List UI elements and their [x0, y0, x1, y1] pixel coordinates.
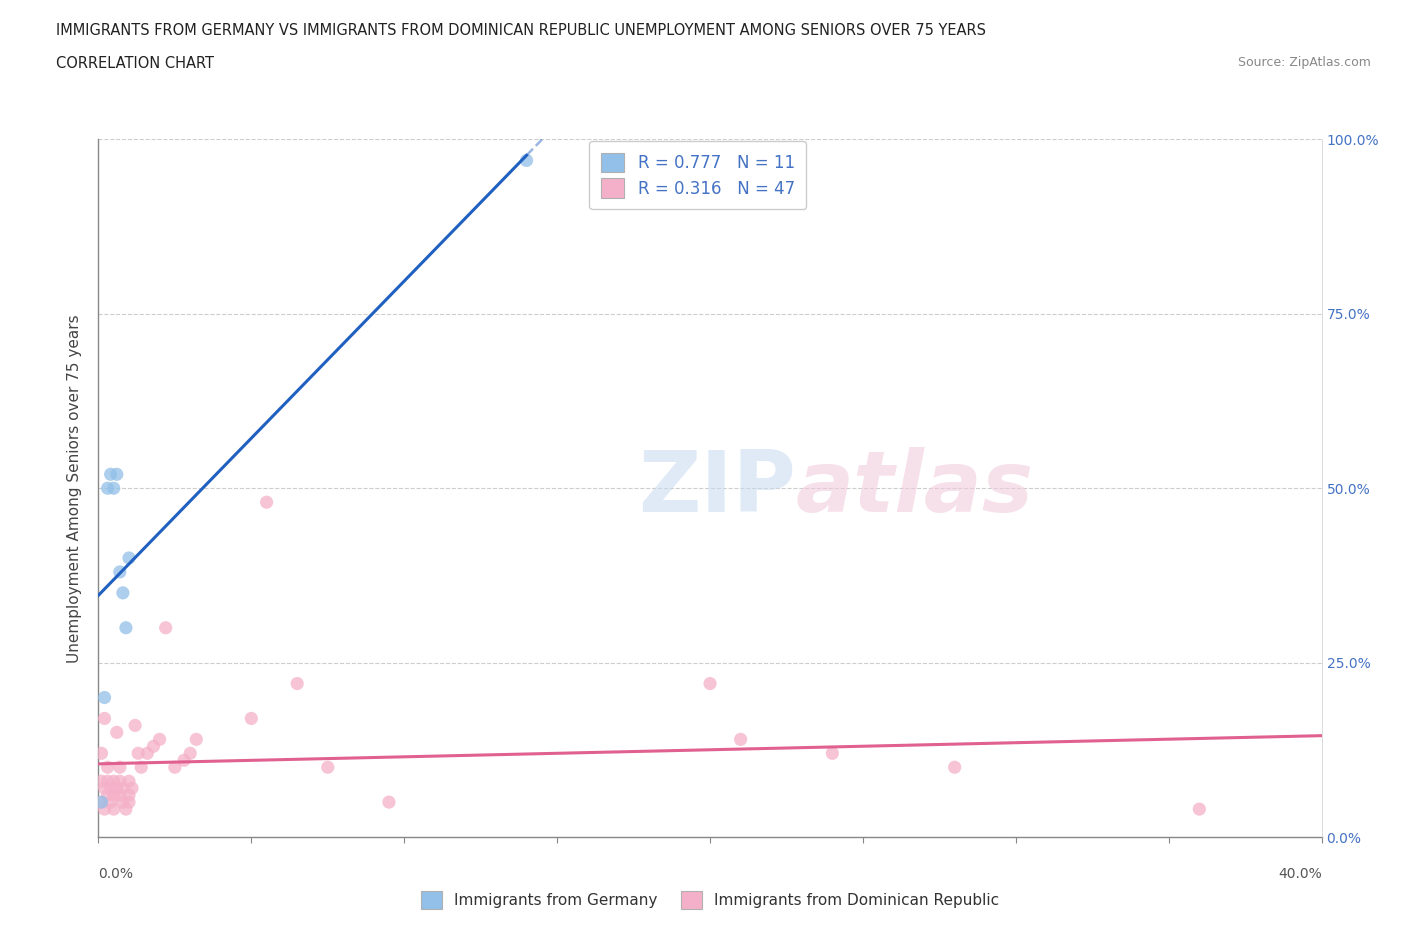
- Point: [90, 774, 112, 789]
- Point: [111, 781, 134, 796]
- Point: [378, 794, 401, 809]
- Point: [90, 794, 112, 809]
- Point: [118, 551, 141, 565]
- Point: [93, 690, 115, 705]
- Point: [108, 788, 131, 803]
- Point: [100, 467, 122, 482]
- Point: [115, 620, 138, 635]
- Point: [129, 760, 152, 775]
- Point: [111, 794, 134, 809]
- Point: [118, 788, 141, 803]
- Point: [90, 794, 112, 809]
- Point: [163, 760, 186, 775]
- Text: 40.0%: 40.0%: [1278, 867, 1322, 882]
- Point: [90, 746, 112, 761]
- Point: [699, 676, 721, 691]
- Point: [256, 495, 278, 510]
- Point: [142, 738, 165, 753]
- Point: [516, 153, 538, 168]
- Point: [108, 565, 131, 579]
- Point: [121, 781, 143, 796]
- Point: [179, 746, 201, 761]
- Point: [943, 760, 966, 775]
- Point: [285, 676, 308, 691]
- Y-axis label: Unemployment Among Seniors over 75 years: Unemployment Among Seniors over 75 years: [67, 314, 83, 662]
- Point: [103, 774, 125, 789]
- Point: [111, 586, 134, 601]
- Text: 0.0%: 0.0%: [98, 867, 134, 882]
- Text: Source: ZipAtlas.com: Source: ZipAtlas.com: [1237, 56, 1371, 69]
- Point: [118, 774, 141, 789]
- Point: [103, 481, 125, 496]
- Point: [118, 794, 141, 809]
- Point: [108, 760, 131, 775]
- Point: [103, 802, 125, 817]
- Text: CORRELATION CHART: CORRELATION CHART: [56, 56, 214, 71]
- Point: [103, 788, 125, 803]
- Legend: Immigrants from Germany, Immigrants from Dominican Republic: Immigrants from Germany, Immigrants from…: [413, 884, 1007, 917]
- Point: [100, 781, 122, 796]
- Point: [730, 732, 752, 747]
- Point: [93, 711, 115, 725]
- Point: [93, 781, 115, 796]
- Text: atlas: atlas: [796, 446, 1033, 530]
- Point: [108, 774, 131, 789]
- Point: [127, 746, 149, 761]
- Point: [186, 732, 208, 747]
- Text: IMMIGRANTS FROM GERMANY VS IMMIGRANTS FROM DOMINICAN REPUBLIC UNEMPLOYMENT AMONG: IMMIGRANTS FROM GERMANY VS IMMIGRANTS FR…: [56, 23, 986, 38]
- Point: [1188, 802, 1211, 817]
- Point: [149, 732, 172, 747]
- Point: [821, 746, 844, 761]
- Point: [240, 711, 263, 725]
- Point: [97, 481, 120, 496]
- Point: [115, 802, 138, 817]
- Point: [97, 760, 120, 775]
- Text: ZIP: ZIP: [638, 446, 796, 530]
- Point: [316, 760, 339, 775]
- Point: [105, 467, 128, 482]
- Point: [97, 774, 120, 789]
- Point: [100, 794, 122, 809]
- Point: [155, 620, 177, 635]
- Point: [124, 718, 146, 733]
- Point: [173, 753, 195, 768]
- Point: [105, 725, 128, 740]
- Point: [93, 802, 115, 817]
- Point: [97, 788, 120, 803]
- Point: [136, 746, 159, 761]
- Point: [105, 781, 128, 796]
